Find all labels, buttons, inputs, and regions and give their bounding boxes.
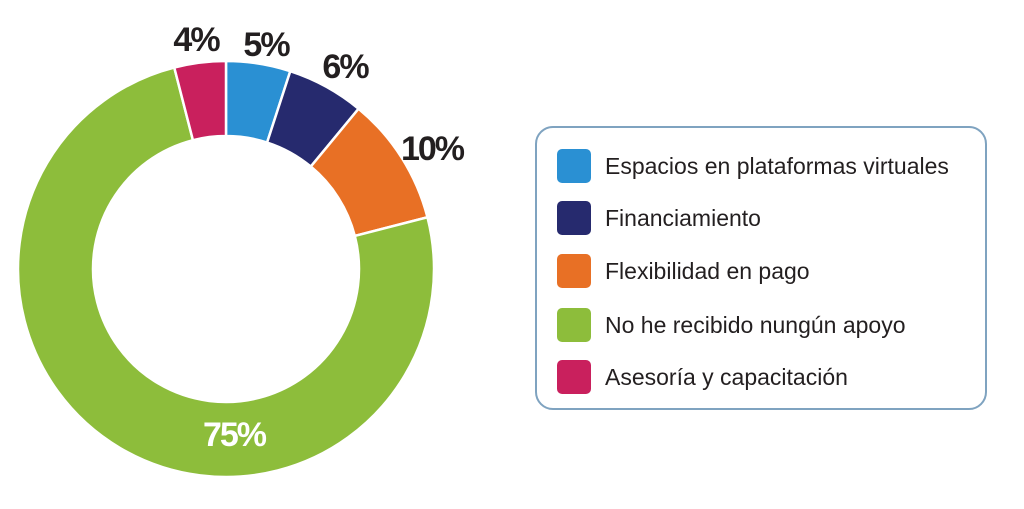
- legend-item-espacios: Espacios en plataformas virtuales: [557, 149, 949, 183]
- legend-label: Asesoría y capacitación: [605, 363, 848, 390]
- legend-swatch: [557, 308, 591, 342]
- slice-value-label: 75%: [203, 416, 267, 454]
- legend-item-no-apoyo: No he recibido nungún apoyo: [557, 308, 906, 342]
- legend-swatch: [557, 201, 591, 235]
- legend-label: Flexibilidad en pago: [605, 257, 810, 284]
- slice-value-label: 10%: [401, 130, 465, 168]
- donut-slice: [16, 66, 436, 479]
- legend-item-flexibilidad: Flexibilidad en pago: [557, 254, 810, 288]
- donut-slices: [16, 59, 436, 479]
- slice-value-label: 5%: [243, 26, 290, 64]
- legend-swatch: [557, 254, 591, 288]
- legend-item-asesoria: Asesoría y capacitación: [557, 360, 848, 394]
- slice-value-label: 4%: [173, 21, 220, 59]
- legend-swatch: [557, 149, 591, 183]
- legend-label: No he recibido nungún apoyo: [605, 311, 906, 338]
- legend-label: Espacios en plataformas virtuales: [605, 152, 949, 179]
- legend-label: Financiamiento: [605, 204, 761, 231]
- legend: Espacios en plataformas virtuales Financ…: [535, 126, 987, 410]
- legend-swatch: [557, 360, 591, 394]
- slice-value-label: 6%: [322, 48, 369, 86]
- legend-item-financiamiento: Financiamiento: [557, 201, 761, 235]
- slice-labels: 5% 6% 10% 75% 4%: [173, 21, 466, 454]
- donut-slice: [172, 59, 228, 142]
